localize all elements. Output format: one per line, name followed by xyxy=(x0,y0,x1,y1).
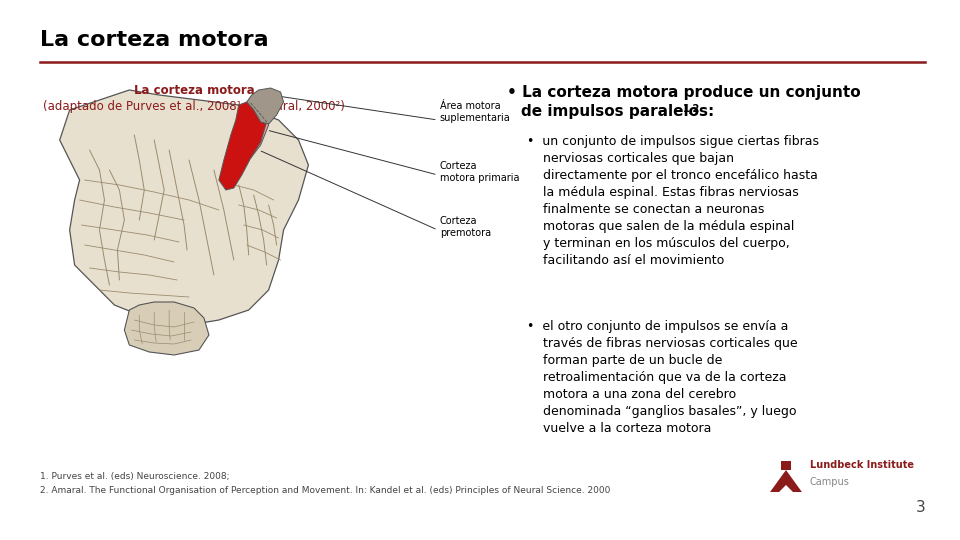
Text: 1,2: 1,2 xyxy=(683,104,700,114)
Polygon shape xyxy=(60,90,308,325)
Bar xyxy=(781,461,791,470)
Polygon shape xyxy=(247,88,283,124)
Text: •  el otro conjunto de impulsos se envía a
    través de fibras nerviosas cortic: • el otro conjunto de impulsos se envía … xyxy=(527,320,798,435)
Text: La corteza motora: La corteza motora xyxy=(133,84,254,97)
Text: de impulsos paralelos:: de impulsos paralelos: xyxy=(521,104,714,119)
Text: 3: 3 xyxy=(916,501,925,516)
Text: Lundbeck Institute: Lundbeck Institute xyxy=(810,460,914,470)
Text: Corteza
motora primaria: Corteza motora primaria xyxy=(440,161,519,183)
Polygon shape xyxy=(234,100,269,158)
Text: • La corteza motora produce un conjunto: • La corteza motora produce un conjunto xyxy=(508,85,861,100)
Text: Campus: Campus xyxy=(810,477,850,487)
Polygon shape xyxy=(219,98,267,190)
Text: 2. Amaral. The Functional Organisation of Perception and Movement. In: Kandel et: 2. Amaral. The Functional Organisation o… xyxy=(39,486,611,495)
Text: •  un conjunto de impulsos sigue ciertas fibras
    nerviosas corticales que baj: • un conjunto de impulsos sigue ciertas … xyxy=(527,135,819,267)
Polygon shape xyxy=(125,302,209,355)
Polygon shape xyxy=(779,485,793,492)
Text: (adaptado de Purves et al., 2008¹ y Amaral, 2000²): (adaptado de Purves et al., 2008¹ y Amar… xyxy=(43,100,345,113)
Text: La corteza motora: La corteza motora xyxy=(39,30,269,50)
Polygon shape xyxy=(770,470,802,492)
Text: Corteza
premotora: Corteza premotora xyxy=(440,216,491,238)
Text: Área motora
suplementaria: Área motora suplementaria xyxy=(440,101,511,123)
Text: 1. Purves et al. (eds) Neuroscience. 2008;: 1. Purves et al. (eds) Neuroscience. 200… xyxy=(39,472,229,481)
